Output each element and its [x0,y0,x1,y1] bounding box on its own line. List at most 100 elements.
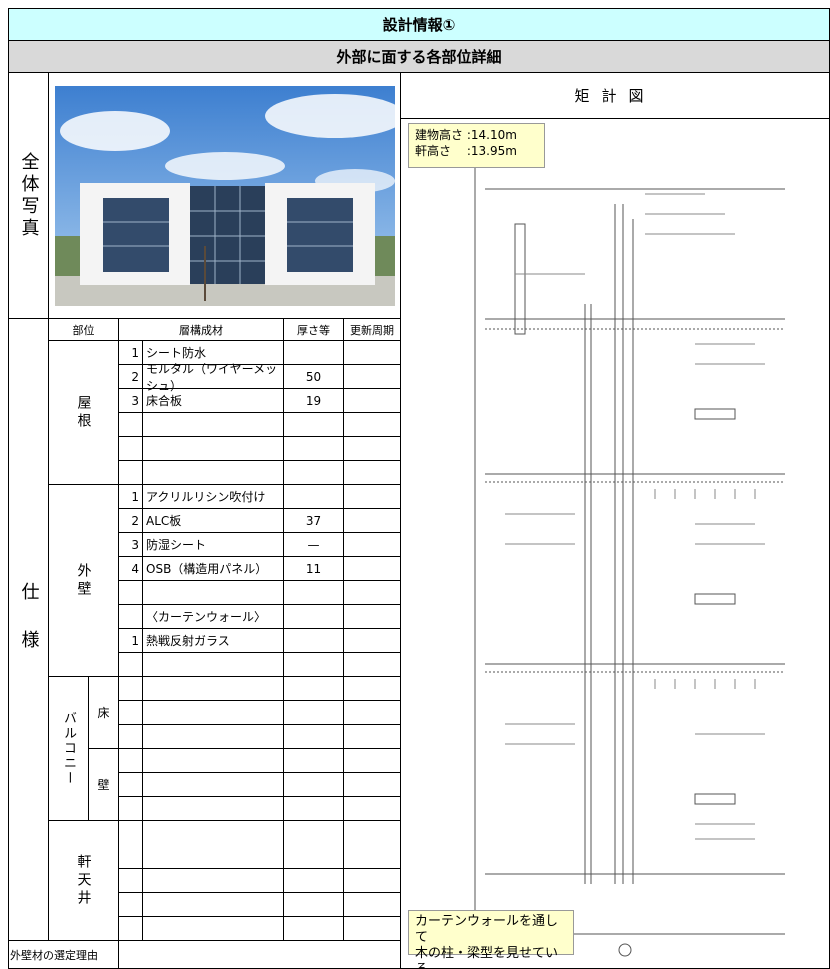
layer-period [343,388,401,413]
layer-no: 4 [118,556,143,581]
subtitle: 外部に面する各部位詳細 [8,40,830,73]
layer-no [118,436,143,461]
photo [54,85,395,306]
layer-material [142,700,284,725]
photo-cell [48,72,401,319]
layer-thickness [283,892,344,917]
layer-period [343,892,401,917]
layer-material [142,772,284,797]
caption: カーテンウォールを通して 木の柱・梁型を見せている [408,910,574,969]
layer-no: 1 [118,484,143,509]
layer-thickness [283,724,344,749]
layer-period [343,868,401,893]
layer-no [118,916,143,941]
layer-period [343,364,401,389]
layer-material [142,916,284,941]
layer-period [343,652,401,677]
layer-no: 1 [118,340,143,365]
layer-thickness [283,700,344,725]
layer-thickness: 50 [283,364,344,389]
layer-period [343,820,401,869]
layer-period [343,460,401,485]
layer-material [142,868,284,893]
drawing-title: 矩計図 [400,72,830,119]
column-header: 層構成材 [118,318,284,341]
layer-no [118,820,143,869]
layer-material [142,460,284,485]
layer-no [118,892,143,917]
layer-period [343,628,401,653]
part-name: 床 [88,676,119,749]
layer-thickness [283,772,344,797]
layer-period [343,436,401,461]
layer-period [343,484,401,509]
layer-material [142,724,284,749]
layer-no [118,724,143,749]
layer-material: ALC板 [142,508,284,533]
layer-no [118,676,143,701]
layer-material [142,820,284,869]
layer-thickness [283,604,344,629]
subgroup-name: 〈カーテンウォール〉 [142,604,284,629]
layer-no [118,652,143,677]
layer-thickness [283,796,344,821]
layer-thickness [283,436,344,461]
layer-no [118,700,143,725]
layer-thickness [283,916,344,941]
layer-thickness [283,820,344,869]
column-header: 厚さ等 [283,318,344,341]
layer-material: 熱戦反射ガラス [142,628,284,653]
layer-no [118,772,143,797]
title: 設計情報① [8,8,830,41]
layer-period [343,748,401,773]
group-name: 外壁 [48,484,119,677]
column-header: 部位 [48,318,119,341]
layer-period [343,508,401,533]
layer-material: OSB（構造用パネル） [142,556,284,581]
layer-material [142,748,284,773]
layer-period [343,916,401,941]
layer-material [142,412,284,437]
layer-period [343,412,401,437]
layer-thickness [283,676,344,701]
layer-period [343,700,401,725]
part-name: 壁 [88,748,119,821]
layer-thickness: 19 [283,388,344,413]
caption-line: カーテンウォールを通して [415,914,559,945]
layer-thickness [283,412,344,437]
layer-no [118,604,143,629]
layer-material [142,676,284,701]
layer-period [343,772,401,797]
height-notes: 建物高さ :14.10m 軒高さ :13.95m [408,123,545,168]
layer-material: アクリルリシン吹付け [142,484,284,509]
column-header: 更新周期 [343,318,401,341]
caption-line: 木の柱・梁型を見せている [415,946,559,969]
layer-no [118,580,143,605]
layer-thickness: 37 [283,508,344,533]
group-name: 軒天井 [48,820,119,941]
layer-thickness [283,652,344,677]
layer-material [142,580,284,605]
layer-no: 3 [118,388,143,413]
layer-thickness: — [283,532,344,557]
group-name: バルコニー [48,676,89,821]
layer-period [343,604,401,629]
layer-thickness: 11 [283,556,344,581]
layer-material [142,892,284,917]
reason-label: 外壁材の選定理由 [8,940,119,969]
layer-material [142,436,284,461]
section-drawing [474,163,785,956]
layer-thickness [283,484,344,509]
layer-period [343,676,401,701]
layer-no [118,868,143,893]
layer-no: 2 [118,508,143,533]
group-name: 屋根 [48,340,119,485]
layer-thickness [283,748,344,773]
layer-material: モルタル（ワイヤーメッシュ） [142,362,284,393]
layer-no [118,412,143,437]
layer-thickness [283,340,344,365]
layer-no: 3 [118,532,143,557]
spec-label: 仕様 [8,318,49,941]
layer-thickness [283,460,344,485]
